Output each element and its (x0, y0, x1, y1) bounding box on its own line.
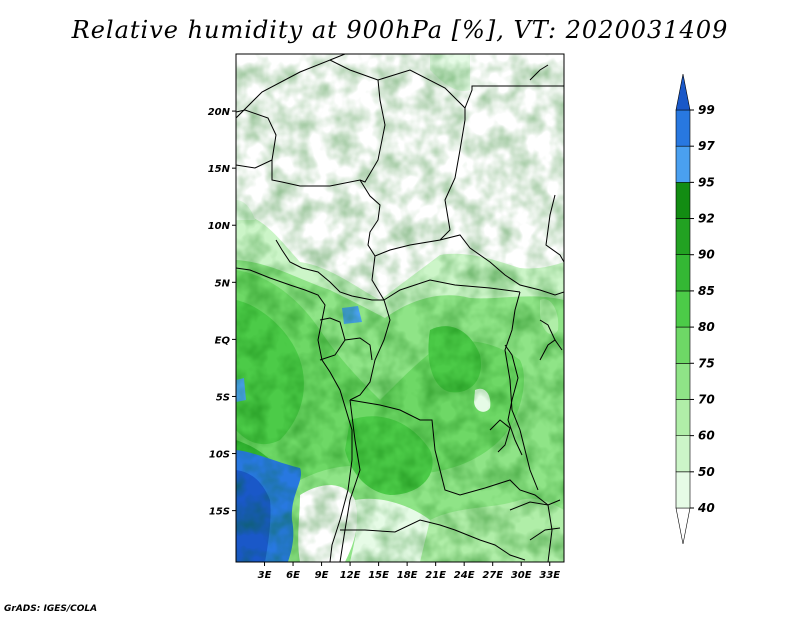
longitude-labels: 3E 6E 9E 12E 15E 18E 21E 24E 27E 30E 33E (258, 562, 560, 581)
colorbar-label: 80 (698, 320, 715, 334)
colorbar-label: 97 (698, 139, 715, 153)
lat-label: 20N (208, 107, 231, 118)
lon-label: 6E (286, 570, 300, 581)
colorbar-label: 60 (698, 429, 715, 443)
latitude-labels: 20N 15N 10N 5N EQ 5S 10S 15S (208, 107, 236, 518)
colorbar-label: 92 (698, 212, 715, 226)
colorbar-label: 50 (698, 465, 715, 479)
map-title: Relative humidity at 900hPa [%], VT: 202… (71, 16, 729, 44)
colorbar-segment (675, 254, 691, 292)
lon-label: 12E (340, 570, 361, 581)
lat-label: 10S (209, 450, 230, 461)
colorbar-segment (675, 507, 691, 545)
lat-label: EQ (215, 335, 231, 346)
lon-label: 27E (482, 570, 503, 581)
lon-label: 33E (539, 570, 560, 581)
colorbar-segment (675, 145, 691, 183)
colorbar-segment (675, 73, 691, 111)
grads-credit: GrADS: IGES/COLA (4, 604, 98, 614)
map-frame (235, 53, 565, 563)
humidity-field (236, 54, 564, 562)
lon-label: 21E (425, 570, 446, 581)
colorbar-segment (675, 435, 691, 473)
lat-label: 10N (208, 221, 231, 232)
colorbar-segment (675, 218, 691, 256)
country-borders (236, 54, 564, 562)
lon-label: 24E (454, 570, 475, 581)
colorbar-segment (675, 182, 691, 219)
lat-label: 15N (208, 164, 231, 175)
colorbar-label: 75 (698, 356, 715, 370)
colorbar-segment (675, 399, 691, 436)
colorbar-label: 95 (698, 175, 715, 189)
colorbar-segment (675, 326, 691, 364)
lon-label: 9E (315, 570, 329, 581)
colorbar-label: 85 (698, 284, 715, 298)
lon-label: 18E (397, 570, 418, 581)
colorbar-segment (675, 109, 691, 147)
lon-label: 3E (258, 570, 272, 581)
lat-label: 15S (209, 507, 230, 518)
colorbar-label: 40 (697, 501, 715, 515)
colorbar-label: 90 (698, 248, 715, 262)
lon-label: 15E (368, 570, 389, 581)
lon-label: 30E (511, 570, 532, 581)
colorbar-label: 99 (698, 103, 715, 117)
colorbar-segment (675, 290, 691, 328)
colorbar-segment (675, 362, 691, 400)
lat-label: 5S (216, 392, 230, 403)
colorbar: 40 50 60 70 75 80 85 90 92 95 97 99 (675, 73, 715, 545)
lat-label: 5N (215, 278, 231, 289)
colorbar-segment (675, 471, 691, 509)
colorbar-label: 70 (698, 392, 715, 406)
coastline (236, 64, 556, 562)
